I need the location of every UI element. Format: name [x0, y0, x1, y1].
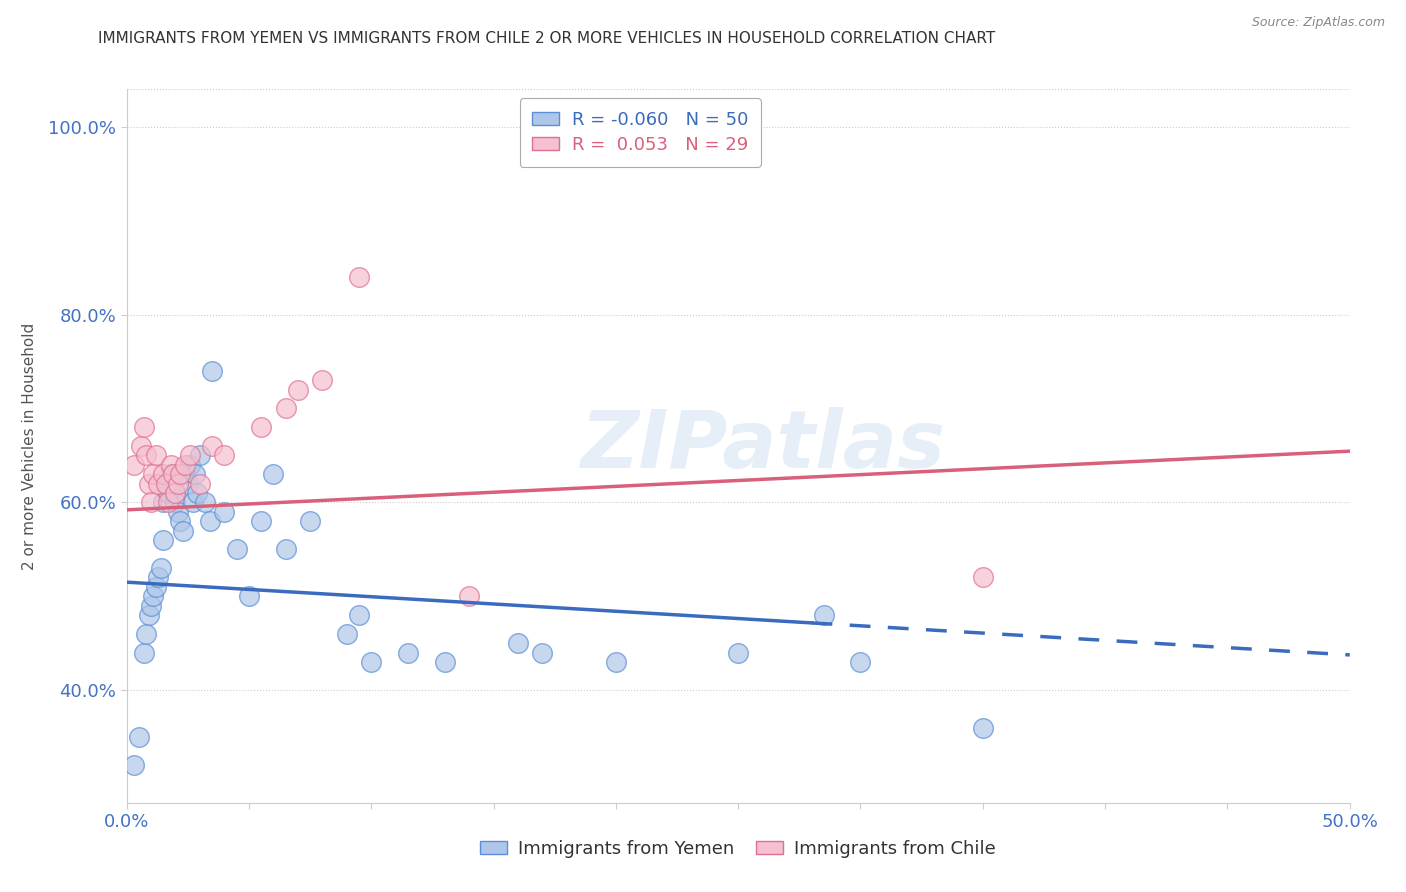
Point [148, 570, 170, 584]
Point [250, 514, 273, 528]
Point [181, 495, 204, 509]
Point [531, 646, 554, 660]
Point [347, 270, 370, 285]
Point [186, 486, 208, 500]
Point [167, 505, 190, 519]
Point [138, 476, 160, 491]
Point [336, 627, 359, 641]
Point [299, 514, 322, 528]
Point [148, 476, 170, 491]
Point [433, 655, 456, 669]
Point [132, 420, 155, 434]
Point [145, 580, 167, 594]
Point [157, 495, 180, 509]
Point [165, 486, 187, 500]
Point [287, 383, 309, 397]
Point [167, 476, 190, 491]
Point [172, 524, 194, 538]
Point [184, 467, 207, 482]
Point [262, 467, 284, 482]
Point [138, 607, 160, 622]
Point [972, 570, 994, 584]
Point [128, 730, 150, 744]
Point [169, 467, 191, 482]
Point [129, 439, 152, 453]
Point [214, 449, 236, 463]
Point [179, 458, 201, 472]
Point [132, 646, 155, 660]
Point [311, 373, 333, 387]
Point [188, 476, 211, 491]
Point [139, 495, 162, 509]
Y-axis label: 2 or more Vehicles in Household: 2 or more Vehicles in Household [22, 322, 37, 570]
Point [122, 458, 145, 472]
Point [225, 542, 247, 557]
Point [813, 607, 835, 622]
Point [605, 655, 627, 669]
Point [360, 655, 382, 669]
Point [179, 449, 201, 463]
Point [198, 514, 221, 528]
Point [145, 449, 167, 463]
Point [506, 636, 529, 650]
Point [169, 514, 191, 528]
Point [188, 449, 211, 463]
Point [135, 449, 157, 463]
Point [155, 476, 177, 491]
Point [165, 486, 187, 500]
Point [152, 467, 174, 482]
Point [274, 542, 297, 557]
Point [274, 401, 297, 416]
Point [174, 467, 197, 482]
Point [142, 467, 165, 482]
Text: IMMIGRANTS FROM YEMEN VS IMMIGRANTS FROM CHILE 2 OR MORE VEHICLES IN HOUSEHOLD C: IMMIGRANTS FROM YEMEN VS IMMIGRANTS FROM… [98, 31, 995, 46]
Point [201, 439, 224, 453]
Point [177, 476, 200, 491]
Point [159, 467, 181, 482]
Point [174, 458, 197, 472]
Point [201, 364, 224, 378]
Point [165, 495, 187, 509]
Point [250, 420, 273, 434]
Point [162, 476, 184, 491]
Point [159, 458, 181, 472]
Point [157, 486, 180, 500]
Text: Source: ZipAtlas.com: Source: ZipAtlas.com [1251, 16, 1385, 29]
Point [122, 758, 145, 772]
Point [347, 607, 370, 622]
Point [162, 467, 184, 482]
Point [149, 561, 172, 575]
Point [155, 476, 177, 491]
Point [135, 627, 157, 641]
Point [139, 599, 162, 613]
Point [458, 589, 481, 603]
Point [849, 655, 872, 669]
Point [972, 721, 994, 735]
Text: ZIPatlas: ZIPatlas [581, 407, 945, 485]
Point [396, 646, 419, 660]
Point [727, 646, 749, 660]
Legend: Immigrants from Yemen, Immigrants from Chile: Immigrants from Yemen, Immigrants from C… [474, 833, 1002, 865]
Point [238, 589, 260, 603]
Point [142, 589, 165, 603]
Point [152, 533, 174, 547]
Point [214, 505, 236, 519]
Point [152, 495, 174, 509]
Point [194, 495, 217, 509]
